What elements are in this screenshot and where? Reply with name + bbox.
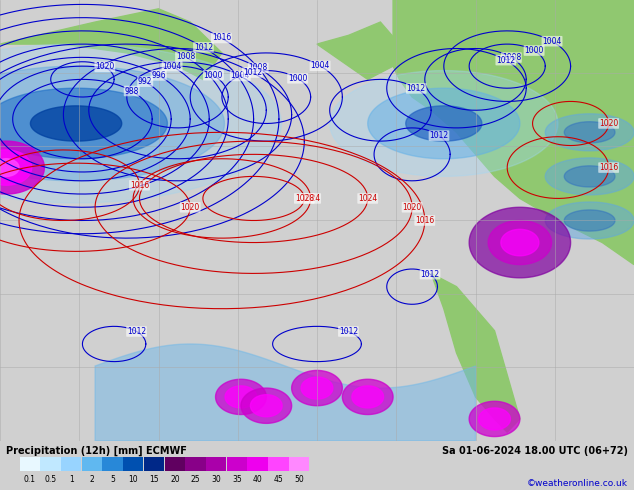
Polygon shape <box>564 210 615 231</box>
Polygon shape <box>469 207 571 278</box>
Text: 1024: 1024 <box>301 194 320 203</box>
Polygon shape <box>95 344 476 441</box>
Text: 988: 988 <box>124 87 139 96</box>
Text: 1016: 1016 <box>212 33 231 43</box>
Polygon shape <box>0 141 44 194</box>
Text: 1020: 1020 <box>599 119 618 128</box>
Text: 1012: 1012 <box>406 84 426 93</box>
FancyBboxPatch shape <box>144 457 164 471</box>
FancyBboxPatch shape <box>123 457 143 471</box>
Text: 1016: 1016 <box>599 163 618 172</box>
Text: 1004: 1004 <box>311 61 330 71</box>
Polygon shape <box>292 370 342 406</box>
FancyBboxPatch shape <box>82 457 102 471</box>
Text: 1012: 1012 <box>496 56 515 65</box>
FancyBboxPatch shape <box>61 457 81 471</box>
FancyBboxPatch shape <box>227 457 247 471</box>
Text: 45: 45 <box>274 475 283 484</box>
Polygon shape <box>216 379 266 415</box>
FancyBboxPatch shape <box>247 457 268 471</box>
Polygon shape <box>0 44 281 203</box>
Text: 2: 2 <box>89 475 94 484</box>
Text: 1024: 1024 <box>358 194 377 203</box>
Polygon shape <box>250 395 282 416</box>
Text: 1000: 1000 <box>524 46 544 55</box>
Text: 1012: 1012 <box>420 270 439 279</box>
Polygon shape <box>330 71 558 176</box>
FancyBboxPatch shape <box>20 457 40 471</box>
Text: 1: 1 <box>69 475 74 484</box>
Polygon shape <box>0 66 224 181</box>
Polygon shape <box>0 159 19 176</box>
Polygon shape <box>30 106 122 141</box>
FancyBboxPatch shape <box>289 457 309 471</box>
FancyBboxPatch shape <box>165 457 185 471</box>
Text: 992: 992 <box>138 77 152 86</box>
Polygon shape <box>301 377 333 399</box>
Text: 1012: 1012 <box>339 327 358 336</box>
Polygon shape <box>406 106 482 141</box>
Text: 1008: 1008 <box>501 53 521 62</box>
Text: ©weatheronline.co.uk: ©weatheronline.co.uk <box>527 479 628 488</box>
Text: 1016: 1016 <box>130 181 149 190</box>
Polygon shape <box>0 150 32 185</box>
Text: 50: 50 <box>294 475 304 484</box>
Text: 20: 20 <box>170 475 180 484</box>
Text: 25: 25 <box>191 475 200 484</box>
Text: 1020: 1020 <box>95 62 115 72</box>
Polygon shape <box>564 166 615 187</box>
FancyBboxPatch shape <box>103 457 123 471</box>
Text: 35: 35 <box>232 475 242 484</box>
Text: 1020: 1020 <box>403 203 422 212</box>
Text: 1016: 1016 <box>415 216 434 225</box>
Polygon shape <box>545 114 634 151</box>
Text: 5: 5 <box>110 475 115 484</box>
Text: 1012: 1012 <box>429 131 449 140</box>
Text: 1004: 1004 <box>231 72 250 80</box>
Polygon shape <box>368 88 520 159</box>
Text: 40: 40 <box>253 475 262 484</box>
FancyBboxPatch shape <box>206 457 226 471</box>
Polygon shape <box>342 379 393 415</box>
Text: 1008: 1008 <box>249 63 268 73</box>
Text: 1000: 1000 <box>204 71 223 80</box>
FancyBboxPatch shape <box>268 457 288 471</box>
Text: 15: 15 <box>150 475 159 484</box>
Polygon shape <box>469 401 520 437</box>
Polygon shape <box>479 408 510 430</box>
Polygon shape <box>431 273 520 432</box>
FancyBboxPatch shape <box>40 457 61 471</box>
Text: 10: 10 <box>129 475 138 484</box>
Text: 0.1: 0.1 <box>24 475 36 484</box>
Polygon shape <box>545 158 634 195</box>
Polygon shape <box>317 22 399 79</box>
Polygon shape <box>225 386 257 408</box>
Polygon shape <box>393 0 634 265</box>
Text: 996: 996 <box>152 71 166 80</box>
FancyBboxPatch shape <box>185 457 205 471</box>
Polygon shape <box>352 386 384 408</box>
Polygon shape <box>545 202 634 239</box>
Text: 1020: 1020 <box>181 203 200 212</box>
Polygon shape <box>0 9 222 79</box>
Polygon shape <box>0 88 167 159</box>
Text: 30: 30 <box>212 475 221 484</box>
Polygon shape <box>564 122 615 143</box>
Text: 1012: 1012 <box>127 327 146 336</box>
Polygon shape <box>241 388 292 423</box>
Text: 0.5: 0.5 <box>44 475 56 484</box>
Text: 1012: 1012 <box>243 68 262 77</box>
Polygon shape <box>488 220 552 265</box>
Text: 1004: 1004 <box>542 37 562 46</box>
Text: 1012: 1012 <box>194 43 213 52</box>
Text: Precipitation (12h) [mm] ECMWF: Precipitation (12h) [mm] ECMWF <box>6 446 187 456</box>
Text: 1028: 1028 <box>295 194 314 203</box>
Text: 1004: 1004 <box>162 62 182 71</box>
Text: Sa 01-06-2024 18.00 UTC (06+72): Sa 01-06-2024 18.00 UTC (06+72) <box>442 446 628 456</box>
Polygon shape <box>501 229 539 256</box>
Text: 1008: 1008 <box>176 52 195 61</box>
Text: 1000: 1000 <box>288 74 307 83</box>
